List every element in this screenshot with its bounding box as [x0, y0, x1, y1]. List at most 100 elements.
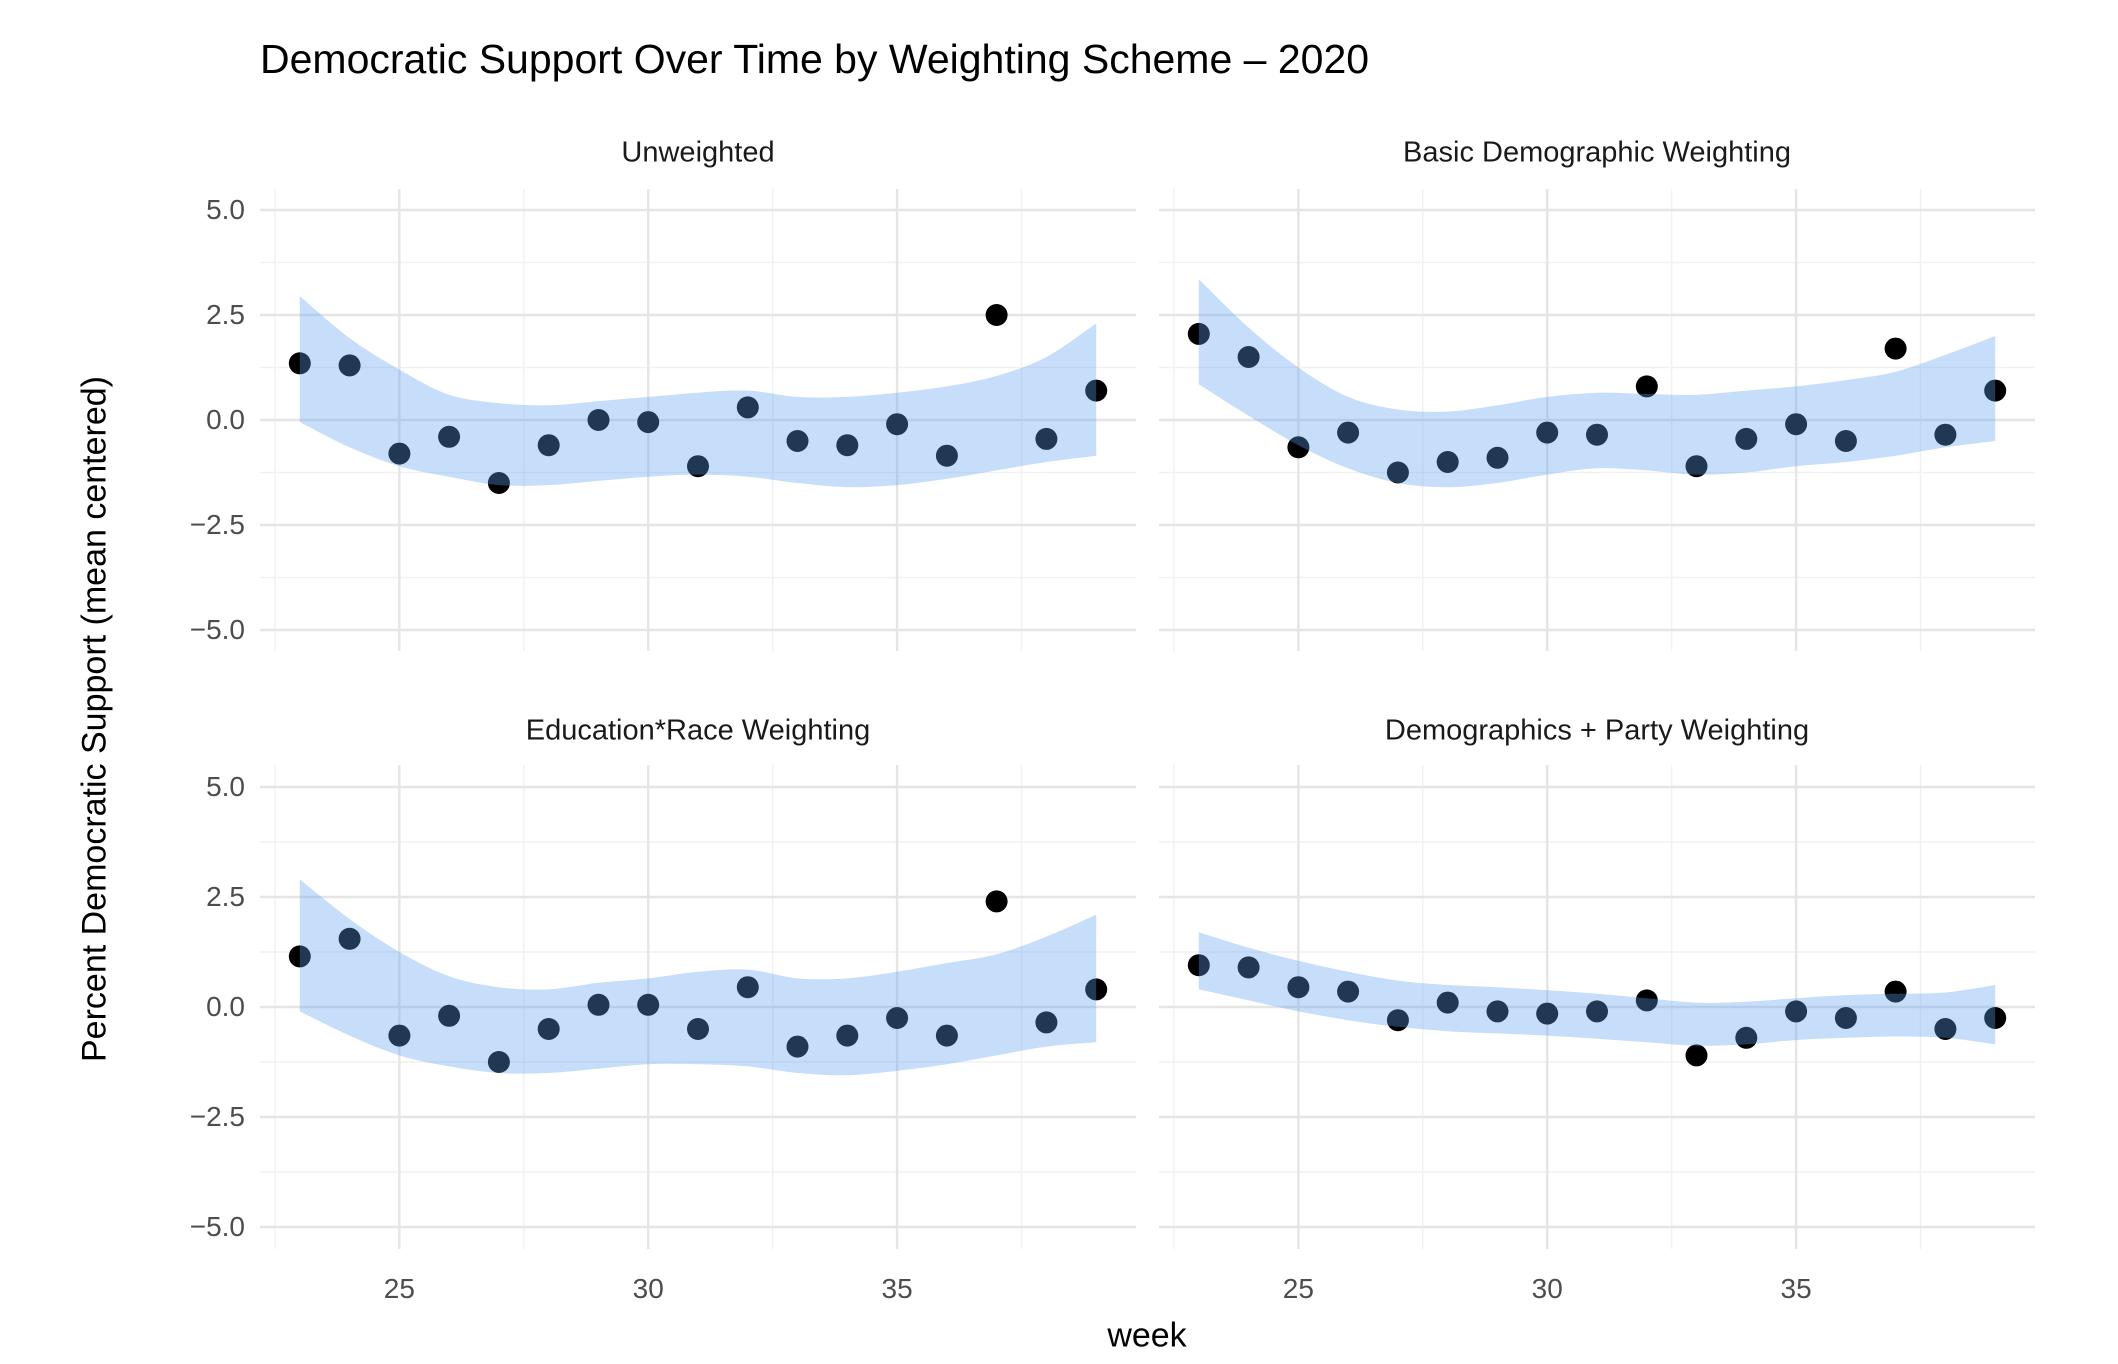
data-point	[1436, 991, 1459, 1014]
data-point	[886, 413, 909, 436]
data-point	[637, 993, 660, 1016]
data-point	[736, 976, 759, 999]
data-point	[786, 430, 809, 452]
data-point	[1586, 423, 1608, 446]
data-point	[1085, 978, 1108, 1001]
data-point	[487, 1051, 510, 1073]
data-point	[587, 993, 610, 1016]
y-tick-label: 5.0	[206, 771, 245, 802]
data-point	[736, 396, 759, 419]
data-point	[985, 890, 1008, 913]
y-tick-label: 2.5	[206, 299, 245, 330]
data-point	[1237, 956, 1260, 979]
data-point	[1984, 379, 2007, 402]
data-point	[687, 1018, 709, 1040]
x-tick-label: 30	[632, 1273, 664, 1304]
data-point	[1635, 989, 1658, 1012]
data-point	[338, 354, 361, 377]
data-point	[1035, 427, 1058, 450]
data-point	[1337, 421, 1360, 444]
data-point	[1834, 430, 1857, 452]
x-tick-label: 25	[383, 1273, 415, 1304]
data-point	[1386, 461, 1409, 484]
data-point	[687, 455, 709, 478]
panel-education-race	[260, 765, 1136, 1249]
data-point	[1287, 436, 1310, 459]
data-point	[1785, 413, 1808, 436]
confidence-ribbon	[1198, 932, 1996, 1046]
data-point	[1834, 1007, 1857, 1029]
data-point	[537, 434, 560, 457]
data-point	[1536, 1002, 1559, 1025]
confidence-ribbon	[299, 296, 1097, 488]
data-point	[537, 1018, 560, 1040]
data-point	[1085, 379, 1108, 402]
data-point	[1187, 322, 1210, 345]
data-point	[1237, 346, 1260, 368]
data-point	[1685, 1044, 1708, 1067]
data-point	[1884, 337, 1907, 360]
data-point	[1187, 954, 1210, 977]
confidence-ribbon	[1198, 279, 1996, 488]
data-point	[487, 472, 510, 494]
data-point	[1685, 455, 1708, 478]
data-point	[587, 409, 610, 431]
data-point	[1536, 421, 1559, 444]
data-point	[388, 1024, 411, 1047]
y-tick-label: −5.0	[189, 1211, 245, 1242]
x-tick-label: 35	[881, 1273, 913, 1304]
facet-strip-demographics-party: Demographics + Party Weighting	[1384, 714, 1810, 747]
data-point	[1934, 423, 1957, 446]
data-point	[1287, 976, 1310, 999]
data-point	[438, 1004, 461, 1027]
y-axis-title: Percent Democratic Support (mean centere…	[75, 376, 114, 1062]
facet-strip-basic-demographic: Basic Demographic Weighting	[1403, 136, 1791, 169]
facet-strip-unweighted: Unweighted	[621, 136, 775, 169]
data-point	[1785, 1000, 1808, 1023]
data-point	[1635, 375, 1658, 398]
confidence-ribbon	[299, 879, 1097, 1076]
y-tick-label: 0.0	[206, 991, 245, 1022]
data-point	[1386, 1009, 1409, 1032]
x-axis-title: week	[1107, 1316, 1187, 1355]
y-tick-label: 5.0	[206, 194, 245, 225]
data-point	[1735, 427, 1758, 450]
data-point	[1436, 451, 1459, 473]
data-point	[786, 1035, 809, 1058]
data-point	[438, 425, 461, 448]
data-point	[1586, 1000, 1608, 1023]
y-tick-label: −5.0	[189, 614, 245, 645]
panel-demographics-party	[1159, 765, 2035, 1249]
data-point	[637, 411, 660, 434]
data-point	[1035, 1011, 1058, 1034]
data-point	[1735, 1026, 1758, 1049]
data-point	[1934, 1018, 1957, 1040]
data-point	[985, 304, 1008, 326]
data-point	[288, 945, 311, 968]
y-tick-label: 2.5	[206, 881, 245, 912]
data-point	[288, 352, 311, 375]
y-tick-label: −2.5	[189, 1101, 245, 1132]
facet-strip-education-race: Education*Race Weighting	[525, 714, 871, 747]
x-tick-label: 35	[1780, 1273, 1812, 1304]
panel-basic-demographic	[1159, 189, 2035, 651]
data-point	[935, 1024, 958, 1047]
data-point	[388, 442, 411, 465]
data-point	[1486, 446, 1509, 469]
data-point	[1337, 980, 1360, 1003]
data-point	[935, 444, 958, 467]
data-point	[1486, 1000, 1509, 1023]
x-tick-label: 30	[1531, 1273, 1563, 1304]
chart-title: Democratic Support Over Time by Weightin…	[260, 36, 1370, 82]
data-point	[1884, 980, 1907, 1003]
data-point	[1984, 1007, 2007, 1029]
data-point	[836, 434, 859, 457]
data-point	[338, 927, 361, 950]
panel-unweighted	[260, 189, 1136, 651]
y-tick-label: −2.5	[189, 509, 245, 540]
data-point	[886, 1007, 909, 1029]
x-tick-label: 25	[1282, 1273, 1314, 1304]
data-point	[836, 1024, 859, 1047]
y-tick-label: 0.0	[206, 404, 245, 435]
